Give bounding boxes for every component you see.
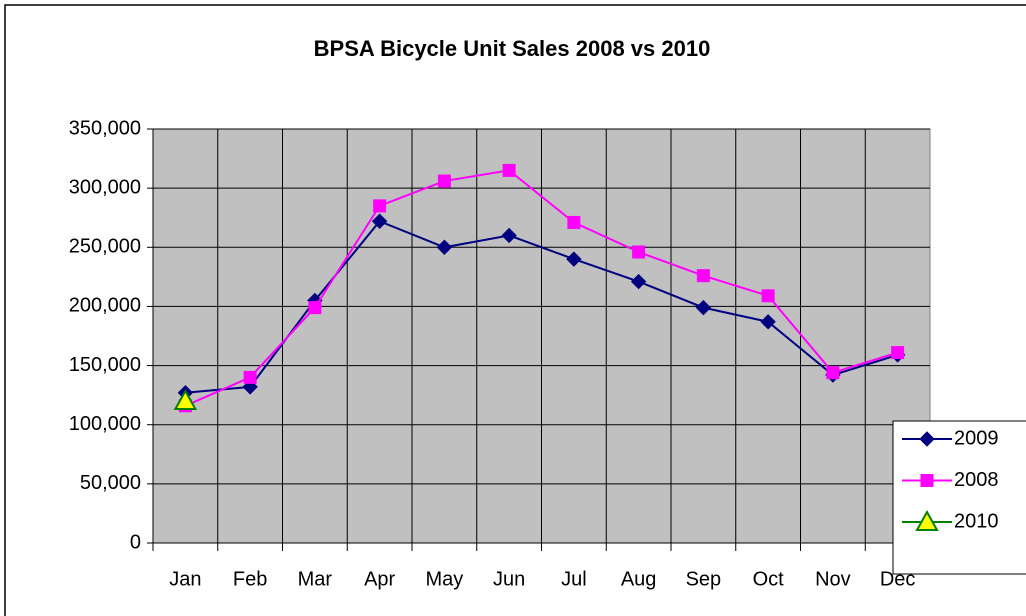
x-tick-label: Feb [233, 568, 267, 590]
marker [760, 314, 776, 330]
legend-label: 2008 [954, 469, 999, 491]
y-tick-label: 100,000 [69, 413, 141, 435]
marker [373, 199, 387, 213]
legend-label: 2009 [954, 427, 999, 449]
x-tick-label: May [425, 568, 463, 590]
marker [920, 474, 934, 487]
x-tick-label: Nov [815, 568, 851, 590]
series-line [184, 169, 898, 407]
y-tick-label: 0 [130, 531, 141, 553]
marker [501, 227, 517, 244]
marker [567, 215, 581, 229]
y-tick-label: 200,000 [69, 295, 141, 317]
y-tick-label: 150,000 [69, 354, 141, 376]
marker [371, 213, 388, 229]
y-tick-label: 350,000 [69, 117, 141, 139]
marker [630, 273, 647, 290]
marker [761, 289, 775, 303]
marker [566, 251, 582, 267]
x-tick-label: Sep [686, 568, 722, 590]
marker [502, 163, 516, 177]
marker [436, 239, 453, 255]
marker [891, 346, 905, 360]
legend-label: 2010 [954, 510, 999, 532]
x-tick-label: Mar [298, 568, 333, 590]
y-tick-label: 50,000 [80, 472, 141, 494]
marker [173, 388, 198, 411]
y-tick-label: 300,000 [69, 176, 141, 198]
legend [892, 420, 1026, 575]
x-tick-label: Jun [493, 568, 525, 590]
marker [826, 366, 840, 380]
marker [632, 245, 646, 259]
marker [437, 174, 451, 188]
x-tick-label: Jan [169, 568, 201, 590]
y-tick-label: 250,000 [69, 236, 141, 258]
marker [695, 299, 712, 316]
chart-title: BPSA Bicycle Unit Sales 2008 vs 2010 [314, 36, 711, 61]
marker [919, 431, 935, 447]
marker [308, 301, 322, 315]
x-tick-label: Aug [621, 568, 657, 590]
marker [696, 269, 710, 283]
x-tick-label: Apr [364, 568, 395, 590]
marker [915, 509, 939, 531]
series-line [185, 220, 898, 394]
x-tick-label: Oct [753, 568, 785, 590]
marker [243, 370, 257, 384]
x-tick-label: Jul [561, 568, 587, 590]
